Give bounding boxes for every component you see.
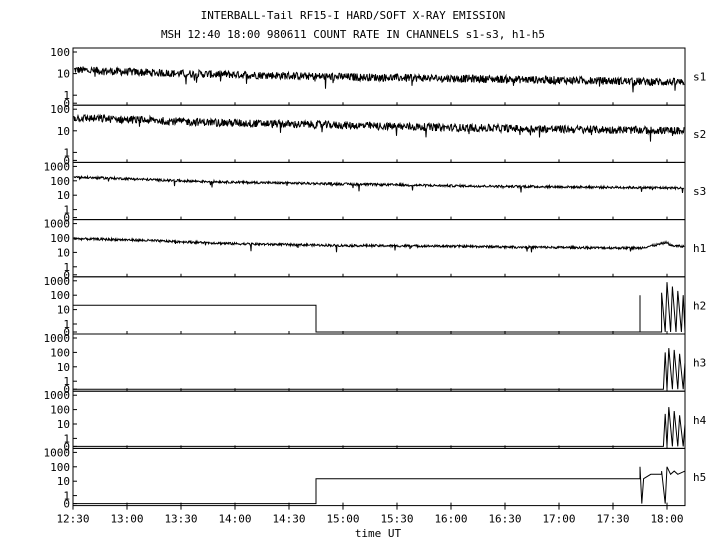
y-tick-label: 0 <box>63 154 70 167</box>
channel-label-h1: h1 <box>693 242 706 255</box>
x-tick-label: 18:00 <box>650 513 683 526</box>
y-tick-label: 1 <box>63 204 70 217</box>
y-tick-label: 10 <box>57 361 70 374</box>
channel-label-s2: s2 <box>693 128 706 141</box>
x-tick-label: 15:30 <box>380 513 413 526</box>
y-tick-label: 1000 <box>44 275 71 288</box>
x-tick-label: 13:30 <box>164 513 197 526</box>
channel-label-s1: s1 <box>693 71 706 84</box>
panel-frame <box>72 390 686 449</box>
series-s3 <box>73 174 685 193</box>
y-tick-label: 100 <box>50 103 70 116</box>
chart-subtitle: MSH 12:40 18:00 980611 COUNT RATE IN CHA… <box>161 28 545 41</box>
series-h5 <box>73 466 686 505</box>
x-tick-label: 16:00 <box>434 513 467 526</box>
panel-s1: 100 10 10 s1 <box>50 46 706 110</box>
channel-label-h3: h3 <box>693 357 706 370</box>
y-tick-label: 1000 <box>44 160 71 173</box>
y-tick-label: 100 <box>50 461 70 474</box>
x-axis-label: time UT <box>355 527 402 540</box>
y-tick-label: 10 <box>57 189 70 202</box>
y-tick-label: 1 <box>63 146 70 159</box>
y-tick-label: 0 <box>63 212 70 225</box>
x-tick-label: 12:30 <box>56 513 89 526</box>
x-tick-label: 13:00 <box>110 513 143 526</box>
y-tick-label: 10 <box>57 125 70 138</box>
x-tick-label: 17:00 <box>542 513 575 526</box>
y-tick-label: 0 <box>63 326 70 339</box>
y-tick-label: 10 <box>57 418 70 431</box>
y-tick-label: 1 <box>63 432 70 445</box>
y-tick-label: 0 <box>63 383 70 396</box>
y-tick-label: 10 <box>57 475 70 488</box>
panels: 1001010s11001010s210001001010s3100010010… <box>44 46 707 511</box>
y-tick-label: 1000 <box>44 389 71 402</box>
x-tick-label: 15:00 <box>326 513 359 526</box>
y-tick-label: 1000 <box>44 332 71 345</box>
chart-title: INTERBALL-Tail RF15-I HARD/SOFT X-RAY EM… <box>201 9 506 22</box>
y-tick-label: 0 <box>63 97 70 110</box>
y-tick-label: 100 <box>50 289 70 302</box>
panel-frame <box>72 447 686 507</box>
y-tick-label: 100 <box>50 46 70 59</box>
y-tick-label: 1 <box>63 490 70 503</box>
x-tick-label: 14:30 <box>272 513 305 526</box>
panel-s2: 100 10 10 s2 <box>50 103 706 167</box>
y-tick-label: 100 <box>50 404 70 417</box>
panel-frame <box>72 333 686 392</box>
y-tick-label: 1 <box>63 318 70 331</box>
y-tick-label: 0 <box>63 498 70 511</box>
series-s1 <box>73 66 685 93</box>
y-tick-label: 0 <box>63 440 70 453</box>
y-tick-label: 1 <box>63 375 70 388</box>
y-tick-label: 10 <box>57 246 70 259</box>
series-s2 <box>73 113 685 142</box>
channel-label-h2: h2 <box>693 299 706 312</box>
y-tick-label: 1 <box>63 89 70 102</box>
series-h2 <box>73 282 686 333</box>
series-h1 <box>73 236 685 253</box>
panel-frame <box>72 161 686 221</box>
x-tick-label: 16:30 <box>488 513 521 526</box>
x-tick-label: 17:30 <box>596 513 629 526</box>
y-tick-label: 10 <box>57 304 70 317</box>
y-tick-label: 1000 <box>44 218 71 231</box>
y-tick-label: 1 <box>63 261 70 274</box>
y-tick-label: 10 <box>57 68 70 81</box>
series-h4 <box>73 407 686 447</box>
y-tick-label: 1000 <box>44 446 71 459</box>
x-axis: 12:30 13:00 13:30 14:00 14:30 15:00 15:30 16:00… <box>56 505 684 526</box>
x-tick-label: 14:00 <box>218 513 251 526</box>
series-h3 <box>73 348 686 390</box>
y-tick-label: 0 <box>63 269 70 282</box>
y-tick-label: 100 <box>50 175 70 188</box>
y-tick-label: 100 <box>50 232 70 245</box>
channel-label-h5: h5 <box>693 471 706 484</box>
channel-label-h4: h4 <box>693 414 707 427</box>
channel-label-s3: s3 <box>693 185 706 198</box>
y-tick-label: 100 <box>50 346 70 359</box>
panel-frame <box>72 104 686 163</box>
